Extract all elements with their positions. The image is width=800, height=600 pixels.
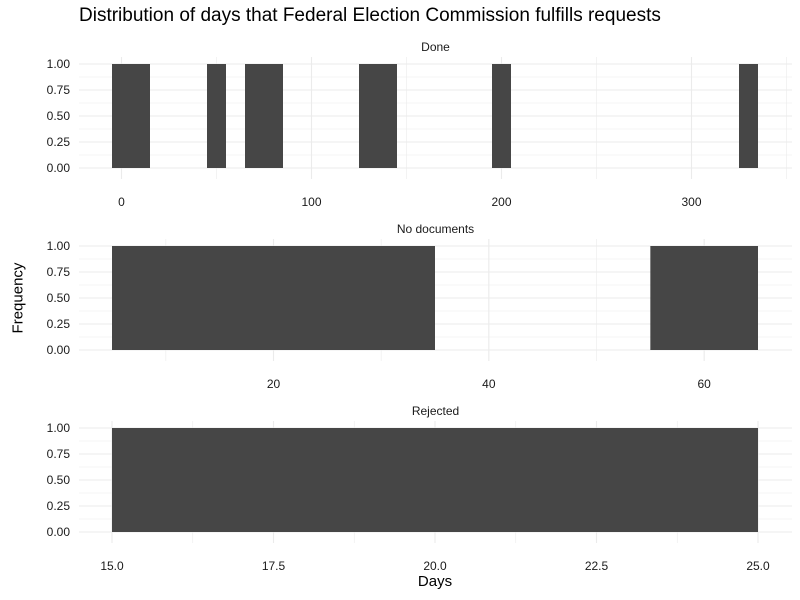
y-tick-label: 0.00 <box>47 525 71 539</box>
facet-strip-label: No documents <box>397 222 474 236</box>
histogram-bar <box>112 64 150 168</box>
x-tick-label: 20.0 <box>423 559 447 573</box>
y-tick-label: 0.00 <box>47 161 71 175</box>
y-tick-label: 1.00 <box>47 239 71 253</box>
histogram-bar <box>359 64 397 168</box>
x-tick-label: 100 <box>301 195 321 209</box>
x-tick-label: 17.5 <box>262 559 286 573</box>
y-tick-label: 0.00 <box>47 343 71 357</box>
x-tick-label: 300 <box>681 195 701 209</box>
x-tick-label: 200 <box>491 195 511 209</box>
y-tick-label: 0.50 <box>47 291 71 305</box>
histogram-bar <box>492 64 511 168</box>
x-tick-label: 25.0 <box>746 559 770 573</box>
y-tick-label: 1.00 <box>47 421 71 435</box>
chart-title: Distribution of days that Federal Electi… <box>79 5 661 26</box>
x-tick-label: 40 <box>482 377 496 391</box>
facet-panel-1: Done 0.00 0.25 0.50 0.75 1.00 0 100 200 300 <box>47 40 792 209</box>
histogram-bar <box>739 64 758 168</box>
y-tick-label: 0.25 <box>47 317 71 331</box>
facet-panel-2: No documents 0.00 0.25 0.50 0.75 1.00 20 40 60 <box>47 222 792 391</box>
y-tick-label: 0.75 <box>47 265 71 279</box>
facet-strip-label: Rejected <box>412 404 459 418</box>
y-tick-label: 1.00 <box>47 57 71 71</box>
x-tick-label: 60 <box>697 377 711 391</box>
histogram-bar <box>650 246 758 350</box>
x-tick-label: 15.0 <box>100 559 124 573</box>
x-tick-label: 20 <box>267 377 281 391</box>
facet-panel-3: Rejected 0.00 0.25 0.50 0.75 1.00 15.0 17.5 20.0… <box>47 404 792 573</box>
y-tick-label: 0.25 <box>47 135 71 149</box>
y-tick-label: 0.50 <box>47 109 71 123</box>
x-axis-label: Days <box>417 573 453 590</box>
y-tick-label: 0.75 <box>47 447 71 461</box>
facet-strip-label: Done <box>421 40 450 54</box>
y-tick-label: 0.50 <box>47 473 71 487</box>
y-tick-label: 0.75 <box>47 83 71 97</box>
histogram-bar <box>112 246 435 350</box>
histogram-bar <box>207 64 226 168</box>
histogram-bar <box>112 428 758 532</box>
x-tick-label: 0 <box>118 195 125 209</box>
x-tick-label: 22.5 <box>585 559 609 573</box>
histogram-bar <box>245 64 283 168</box>
y-tick-label: 0.25 <box>47 499 71 513</box>
